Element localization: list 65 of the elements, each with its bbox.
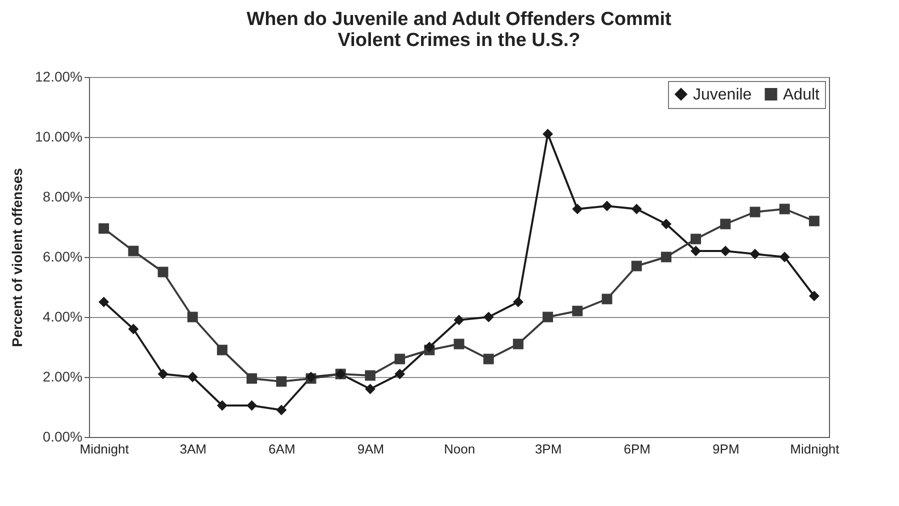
point	[483, 312, 494, 322]
x-tick-label: 3AM	[180, 442, 206, 456]
point	[690, 246, 702, 256]
y-tick-label: 2.00%	[42, 368, 82, 384]
y-tick-label: 4.00%	[42, 308, 82, 324]
y-tick-label: 8.00%	[42, 188, 82, 204]
y-axis-title: Percent of violent offenses	[9, 168, 26, 347]
point	[542, 128, 554, 140]
point	[424, 342, 435, 352]
point	[572, 306, 583, 316]
point	[216, 400, 228, 411]
point	[720, 246, 731, 256]
point	[394, 354, 406, 364]
x-tick-label: Midnight	[790, 442, 840, 456]
legend-label: Juvenile	[693, 86, 752, 104]
point	[276, 404, 287, 416]
point	[660, 252, 672, 262]
legend-label: Adult	[783, 86, 820, 104]
point	[720, 218, 731, 230]
point	[631, 204, 642, 214]
point	[158, 266, 168, 278]
point	[542, 312, 554, 322]
point	[394, 368, 406, 380]
point	[187, 372, 198, 382]
x-tick-label: 6PM	[624, 442, 650, 456]
point	[158, 368, 168, 380]
x-tick-label: 6AM	[268, 442, 296, 456]
point	[454, 338, 464, 350]
point	[364, 384, 376, 394]
point	[98, 296, 110, 308]
point	[660, 218, 672, 230]
point	[364, 370, 376, 381]
point	[808, 290, 820, 302]
x-tick-label: 3PM	[534, 442, 562, 456]
y-tick-label: 0.00%	[42, 428, 82, 444]
point	[128, 324, 139, 334]
point	[246, 400, 258, 411]
point	[779, 252, 790, 262]
point	[750, 206, 760, 218]
point	[483, 354, 494, 364]
x-tick-label: Midnight	[80, 442, 130, 456]
point	[631, 260, 642, 272]
y-tick-label: 10.00%	[35, 128, 82, 144]
point	[512, 338, 524, 350]
x-tick-label: 9AM	[357, 442, 384, 456]
point	[690, 234, 702, 244]
point	[216, 344, 228, 356]
point	[750, 248, 760, 260]
x-tick-label: 9PM	[712, 442, 740, 456]
point	[454, 314, 464, 326]
point	[602, 294, 612, 304]
point	[128, 246, 139, 256]
chart-title: When do Juvenile and Adult Offenders Commit Violent Crimes in the U.S.?	[246, 9, 672, 51]
point	[512, 296, 524, 308]
point	[602, 200, 612, 212]
point	[276, 376, 287, 387]
point	[187, 312, 198, 322]
y-tick-label: 12.00%	[35, 68, 82, 84]
point	[572, 204, 583, 214]
point	[246, 373, 258, 384]
point	[808, 216, 820, 226]
y-tick-label: 6.00%	[42, 248, 82, 264]
point	[779, 204, 790, 214]
point	[98, 223, 110, 234]
x-tick-label: Noon	[444, 442, 476, 456]
